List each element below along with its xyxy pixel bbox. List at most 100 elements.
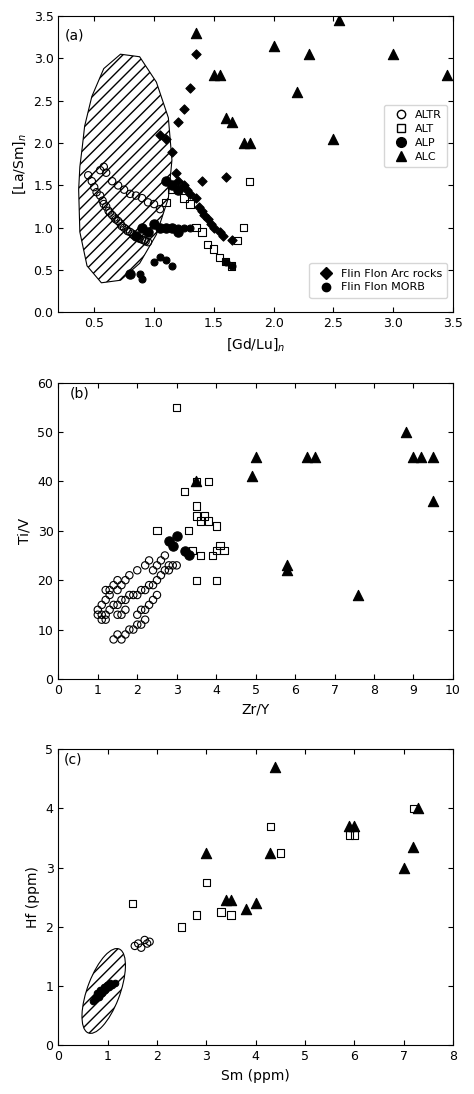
Point xyxy=(210,67,218,84)
Point xyxy=(153,522,161,539)
Point xyxy=(198,202,206,220)
Point xyxy=(114,626,121,643)
Point xyxy=(128,225,136,243)
Point xyxy=(227,892,235,909)
Point xyxy=(165,532,173,549)
Point xyxy=(134,616,141,633)
Point xyxy=(168,219,176,236)
Point xyxy=(153,557,161,574)
Point xyxy=(111,209,118,226)
Point xyxy=(169,557,176,574)
Point xyxy=(168,143,176,161)
Point xyxy=(418,447,425,465)
Point xyxy=(112,210,119,228)
Point xyxy=(156,200,164,218)
Point xyxy=(120,219,128,236)
Point xyxy=(192,473,200,490)
Point xyxy=(95,988,102,1005)
Point xyxy=(197,512,204,529)
Point xyxy=(122,601,129,618)
Point xyxy=(162,219,170,236)
Point xyxy=(98,985,106,1002)
Point xyxy=(346,826,353,843)
Text: (a): (a) xyxy=(64,28,84,43)
Point xyxy=(222,253,229,270)
Point xyxy=(173,527,181,545)
Point xyxy=(216,248,224,266)
Point xyxy=(94,606,101,624)
Point xyxy=(144,233,152,251)
Point xyxy=(99,191,106,209)
Point xyxy=(329,130,337,148)
Point xyxy=(106,581,113,598)
Point xyxy=(106,601,113,618)
Point xyxy=(138,219,146,236)
Point xyxy=(222,892,230,909)
Legend: Flin Flon Arc rocks, Flin Flon MORB: Flin Flon Arc rocks, Flin Flon MORB xyxy=(310,263,447,298)
Point xyxy=(102,164,110,182)
Point xyxy=(165,557,173,574)
Point xyxy=(146,933,154,951)
Point xyxy=(149,561,157,579)
Point xyxy=(429,447,437,465)
Point xyxy=(134,586,141,604)
Point xyxy=(150,253,158,270)
Point xyxy=(174,173,182,190)
Point xyxy=(100,979,108,997)
Point xyxy=(162,194,170,211)
Point xyxy=(122,571,129,589)
Point xyxy=(283,561,291,579)
Point xyxy=(192,46,200,63)
Point xyxy=(141,557,149,574)
Point xyxy=(146,596,153,614)
Point xyxy=(118,606,125,624)
Point xyxy=(110,630,118,648)
Point xyxy=(106,586,113,604)
Point xyxy=(134,606,141,624)
Point xyxy=(202,845,210,862)
Point xyxy=(142,233,149,251)
Point xyxy=(144,223,152,241)
Point xyxy=(212,517,220,535)
Point xyxy=(204,236,211,254)
Point xyxy=(174,113,182,130)
Point xyxy=(242,900,250,918)
Point xyxy=(181,482,188,500)
Point xyxy=(212,542,220,559)
Point xyxy=(103,976,110,993)
Polygon shape xyxy=(79,55,172,282)
Point xyxy=(201,207,208,224)
Point xyxy=(153,571,161,589)
Point xyxy=(276,845,284,862)
Point xyxy=(443,67,451,84)
Point xyxy=(91,178,98,196)
Point xyxy=(283,557,291,574)
Point xyxy=(153,586,161,604)
Point xyxy=(157,567,165,584)
Point xyxy=(228,257,236,275)
Point xyxy=(227,906,235,923)
Point xyxy=(114,176,122,194)
Point xyxy=(91,990,99,1008)
Point xyxy=(272,758,279,776)
Ellipse shape xyxy=(82,948,126,1034)
Point xyxy=(129,586,137,604)
Point xyxy=(216,67,224,84)
Point xyxy=(156,219,164,236)
Point xyxy=(96,187,104,205)
Point xyxy=(196,198,203,216)
Point xyxy=(150,196,158,213)
Point xyxy=(132,187,140,205)
Point xyxy=(136,266,144,283)
Point xyxy=(192,219,200,236)
Point xyxy=(270,37,277,55)
Point xyxy=(118,591,125,608)
Point xyxy=(192,498,200,515)
Point xyxy=(410,838,417,856)
Point xyxy=(202,874,210,892)
Point xyxy=(91,989,99,1006)
Point xyxy=(84,166,92,184)
Point xyxy=(169,537,176,555)
Point xyxy=(208,214,215,232)
Point xyxy=(106,203,114,221)
